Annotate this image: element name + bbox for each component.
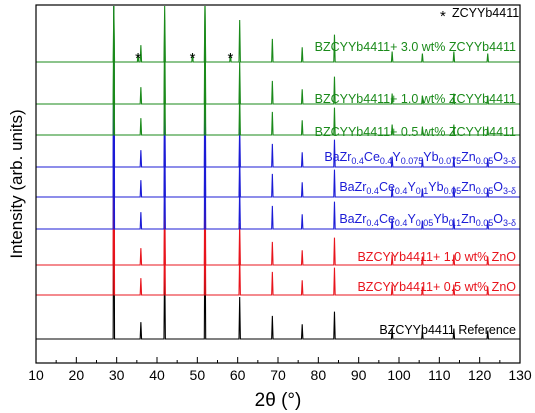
series-label-part: O (493, 150, 503, 164)
series-label-part: BaZr (339, 180, 366, 194)
series-label-part: Zn (461, 150, 476, 164)
series-label-part: 0.1 (416, 186, 429, 196)
series-label-part: 3-δ (503, 186, 516, 196)
series-label-part: Ce (364, 150, 380, 164)
series-line (36, 5, 520, 198)
series-label-part: Yb (423, 150, 438, 164)
series-label: BZCYYb4411+ 1.0 wt% ZCYYb4411 (315, 92, 516, 106)
series-line (36, 5, 520, 136)
series-line (36, 5, 520, 63)
series-label-part: Ce (379, 212, 395, 226)
x-axis: 10 20 30 40 50 60 70 80 90 100 110 120 130 (28, 357, 532, 383)
series-label-part: 0.4 (351, 156, 364, 166)
series-label: BZCYYb4411+ 0.5 wt% ZnO (357, 280, 516, 294)
series-label: BZCYYb4411+ 3.0 wt% ZCYYb4411 (315, 40, 516, 54)
series-label-part: O (493, 180, 503, 194)
x-tick-label: 100 (387, 367, 411, 383)
x-tick-label: 30 (109, 367, 125, 383)
series-line (36, 84, 520, 296)
peak-asterisk: * (135, 50, 141, 67)
series-label-part: BZCYYb4411+ 0.5 wt% ZCYYb4411 (315, 125, 516, 139)
x-tick-label: 80 (311, 367, 327, 383)
series-labels: BZCYYb4411 Reference BZCYYb4411+ 0.5 wt% … (315, 40, 517, 337)
series-label: BZCYYb4411+ 0.5 wt% ZCYYb4411 (315, 125, 516, 139)
series-line (36, 54, 520, 266)
series-label-part: 3-δ (503, 156, 516, 166)
series-label-part: 0.4 (366, 218, 379, 228)
series-label-part: O (493, 212, 503, 226)
x-tick-label: 70 (270, 367, 286, 383)
series-label-part: 0.4 (366, 186, 379, 196)
series-label-part: BZCYYb4411+ 1.0 wt% ZnO (357, 250, 516, 264)
series-line (36, 18, 520, 230)
peak-asterisk: * (227, 50, 233, 67)
series-label-part: 0.075 (439, 156, 462, 166)
peak-asterisk: * (190, 50, 196, 67)
series-label-part: Yb (428, 180, 443, 194)
series-label-part: Ce (379, 180, 395, 194)
series-label-part: 0.1 (449, 218, 462, 228)
series-label-part: Y (407, 180, 416, 194)
plot-frame (35, 4, 521, 364)
x-tick-label: 110 (428, 367, 451, 383)
x-tick-label: 50 (190, 367, 206, 383)
series-line (36, 128, 520, 340)
legend-marker: * (440, 8, 446, 25)
series-label-part: BZCYYb4411+ 0.5 wt% ZnO (357, 280, 516, 294)
x-tick-label: 10 (28, 367, 44, 383)
series-label-part: Zn (461, 180, 476, 194)
series-label: BZCYYb4411 Reference (379, 323, 516, 337)
series-label-part: 0.05 (476, 156, 494, 166)
x-tick-label: 20 (69, 367, 85, 383)
series-label: BaZr0.4Ce0.4Y0.075Yb0.075Zn0.05O3-δ (324, 150, 516, 166)
series-label-part: 0.05 (444, 186, 462, 196)
x-tick-label: 130 (508, 367, 532, 383)
x-axis-title: 2θ (°) (255, 390, 302, 411)
series-label-part: BaZr (324, 150, 351, 164)
series-line (36, 5, 520, 168)
series-label-part: Zn (461, 212, 476, 226)
series-label-part: 0.05 (416, 218, 434, 228)
series-label-part: 0.4 (380, 156, 393, 166)
series-label-part: BZCYYb4411 Reference (379, 323, 516, 337)
peak-annotations: * * * (135, 50, 233, 67)
series-label-part: BZCYYb4411+ 1.0 wt% ZCYYb4411 (315, 92, 516, 106)
series-label: BaZr0.4Ce0.4Y0.05Yb0.1Zn0.05O3-δ (339, 212, 516, 228)
series-label-part: BZCYYb4411+ 3.0 wt% ZCYYb4411 (315, 40, 516, 54)
x-tick-label: 60 (230, 367, 246, 383)
y-axis-title: Intensity (arb. units) (7, 109, 26, 258)
series-label: BaZr0.4Ce0.4Y0.1Yb0.05Zn0.05O3-δ (339, 180, 516, 196)
series-label-part: 0.05 (476, 218, 494, 228)
series-label-part: Y (392, 150, 401, 164)
x-tick-label: 90 (351, 367, 367, 383)
x-tick-label: 120 (468, 367, 492, 383)
legend-text: ZCYYb4411 (452, 6, 519, 20)
x-tick-label: 40 (149, 367, 165, 383)
series-label-part: 0.4 (395, 218, 408, 228)
series-label-part: Y (407, 212, 416, 226)
series-label-part: Yb (433, 212, 448, 226)
series-label: BZCYYb4411+ 1.0 wt% ZnO (357, 250, 516, 264)
series-label-part: 3-δ (503, 218, 516, 228)
series-label-part: 0.4 (395, 186, 408, 196)
series-label-part: 0.075 (401, 156, 424, 166)
series-label-part: BaZr (339, 212, 366, 226)
legend: * ZCYYb4411 (440, 6, 519, 25)
series-line (36, 5, 520, 105)
series-label-part: 0.05 (476, 186, 494, 196)
plot-area (36, 5, 520, 340)
